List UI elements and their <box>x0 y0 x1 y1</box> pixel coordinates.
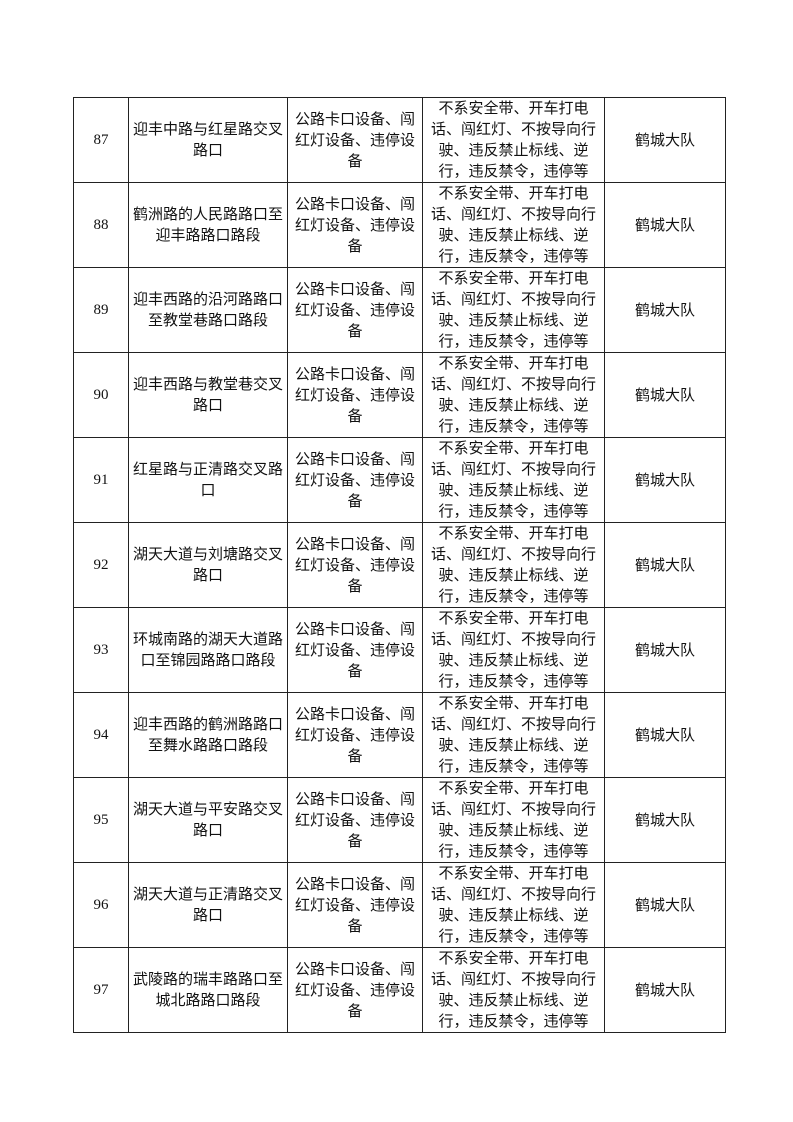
table-row: 93 环城南路的湖天大道路口至锦园路路口路段 公路卡口设备、闯红灯设备、违停设备 不系… <box>73 607 726 693</box>
equipment-cell: 公路卡口设备、闯红灯设备、违停设备 <box>287 352 423 438</box>
location-cell: 迎丰中路与红星路交叉路口 <box>128 97 288 183</box>
violations-cell: 不系安全带、开车打电话、闯红灯、不按导向行驶、违反禁止标线、逆行，违反禁令，违停… <box>422 692 605 778</box>
equipment-cell: 公路卡口设备、闯红灯设备、违停设备 <box>287 97 423 183</box>
row-number: 87 <box>73 97 129 183</box>
equipment-cell: 公路卡口设备、闯红灯设备、违停设备 <box>287 777 423 863</box>
location-cell: 湖天大道与刘塘路交叉路口 <box>128 522 288 608</box>
row-number: 89 <box>73 267 129 353</box>
table-row: 95 湖天大道与平安路交叉路口 公路卡口设备、闯红灯设备、违停设备 不系安全带、开车打… <box>73 777 726 863</box>
location-cell: 鹤洲路的人民路路口至迎丰路路口路段 <box>128 182 288 268</box>
unit-cell: 鹤城大队 <box>604 437 726 523</box>
table-row: 92 湖天大道与刘塘路交叉路口 公路卡口设备、闯红灯设备、违停设备 不系安全带、开车打… <box>73 522 726 608</box>
location-cell: 湖天大道与平安路交叉路口 <box>128 777 288 863</box>
table-row: 97 武陵路的瑞丰路路口至城北路路口路段 公路卡口设备、闯红灯设备、违停设备 不系安全… <box>73 947 726 1033</box>
enforcement-locations-table: 87 迎丰中路与红星路交叉路口 公路卡口设备、闯红灯设备、违停设备 不系安全带、开车打… <box>73 97 726 1033</box>
location-cell: 湖天大道与正清路交叉路口 <box>128 862 288 948</box>
violations-cell: 不系安全带、开车打电话、闯红灯、不按导向行驶、违反禁止标线、逆行，违反禁令，违停… <box>422 352 605 438</box>
violations-cell: 不系安全带、开车打电话、闯红灯、不按导向行驶、违反禁止标线、逆行，违反禁令，违停… <box>422 437 605 523</box>
table-row: 91 红星路与正清路交叉路口 公路卡口设备、闯红灯设备、违停设备 不系安全带、开车打电… <box>73 437 726 523</box>
unit-cell: 鹤城大队 <box>604 267 726 353</box>
location-cell: 迎丰西路的鹤洲路路口至舞水路路口路段 <box>128 692 288 778</box>
unit-cell: 鹤城大队 <box>604 947 726 1033</box>
violations-cell: 不系安全带、开车打电话、闯红灯、不按导向行驶、违反禁止标线、逆行，违反禁令，违停… <box>422 182 605 268</box>
location-cell: 环城南路的湖天大道路口至锦园路路口路段 <box>128 607 288 693</box>
unit-cell: 鹤城大队 <box>604 97 726 183</box>
unit-cell: 鹤城大队 <box>604 352 726 438</box>
unit-cell: 鹤城大队 <box>604 607 726 693</box>
table-row: 96 湖天大道与正清路交叉路口 公路卡口设备、闯红灯设备、违停设备 不系安全带、开车打… <box>73 862 726 948</box>
table-row: 89 迎丰西路的沿河路路口至教堂巷路口路段 公路卡口设备、闯红灯设备、违停设备 不系安… <box>73 267 726 353</box>
table-row: 87 迎丰中路与红星路交叉路口 公路卡口设备、闯红灯设备、违停设备 不系安全带、开车打… <box>73 97 726 183</box>
location-cell: 武陵路的瑞丰路路口至城北路路口路段 <box>128 947 288 1033</box>
violations-cell: 不系安全带、开车打电话、闯红灯、不按导向行驶、违反禁止标线、逆行，违反禁令，违停… <box>422 947 605 1033</box>
unit-cell: 鹤城大队 <box>604 777 726 863</box>
violations-cell: 不系安全带、开车打电话、闯红灯、不按导向行驶、违反禁止标线、逆行，违反禁令，违停… <box>422 97 605 183</box>
violations-cell: 不系安全带、开车打电话、闯红灯、不按导向行驶、违反禁止标线、逆行，违反禁令，违停… <box>422 777 605 863</box>
equipment-cell: 公路卡口设备、闯红灯设备、违停设备 <box>287 692 423 778</box>
equipment-cell: 公路卡口设备、闯红灯设备、违停设备 <box>287 607 423 693</box>
location-cell: 迎丰西路与教堂巷交叉路口 <box>128 352 288 438</box>
violations-cell: 不系安全带、开车打电话、闯红灯、不按导向行驶、违反禁止标线、逆行，违反禁令，违停… <box>422 862 605 948</box>
row-number: 92 <box>73 522 129 608</box>
row-number: 96 <box>73 862 129 948</box>
equipment-cell: 公路卡口设备、闯红灯设备、违停设备 <box>287 437 423 523</box>
row-number: 93 <box>73 607 129 693</box>
violations-cell: 不系安全带、开车打电话、闯红灯、不按导向行驶、违反禁止标线、逆行，违反禁令，违停… <box>422 267 605 353</box>
row-number: 88 <box>73 182 129 268</box>
table-row: 90 迎丰西路与教堂巷交叉路口 公路卡口设备、闯红灯设备、违停设备 不系安全带、开车打… <box>73 352 726 438</box>
row-number: 91 <box>73 437 129 523</box>
unit-cell: 鹤城大队 <box>604 522 726 608</box>
equipment-cell: 公路卡口设备、闯红灯设备、违停设备 <box>287 182 423 268</box>
row-number: 97 <box>73 947 129 1033</box>
location-cell: 红星路与正清路交叉路口 <box>128 437 288 523</box>
row-number: 90 <box>73 352 129 438</box>
unit-cell: 鹤城大队 <box>604 182 726 268</box>
equipment-cell: 公路卡口设备、闯红灯设备、违停设备 <box>287 862 423 948</box>
violations-cell: 不系安全带、开车打电话、闯红灯、不按导向行驶、违反禁止标线、逆行，违反禁令，违停… <box>422 522 605 608</box>
equipment-cell: 公路卡口设备、闯红灯设备、违停设备 <box>287 267 423 353</box>
equipment-cell: 公路卡口设备、闯红灯设备、违停设备 <box>287 947 423 1033</box>
table-row: 88 鹤洲路的人民路路口至迎丰路路口路段 公路卡口设备、闯红灯设备、违停设备 不系安全… <box>73 182 726 268</box>
location-cell: 迎丰西路的沿河路路口至教堂巷路口路段 <box>128 267 288 353</box>
table-row: 94 迎丰西路的鹤洲路路口至舞水路路口路段 公路卡口设备、闯红灯设备、违停设备 不系安… <box>73 692 726 778</box>
row-number: 95 <box>73 777 129 863</box>
violations-cell: 不系安全带、开车打电话、闯红灯、不按导向行驶、违反禁止标线、逆行，违反禁令，违停… <box>422 607 605 693</box>
row-number: 94 <box>73 692 129 778</box>
unit-cell: 鹤城大队 <box>604 862 726 948</box>
equipment-cell: 公路卡口设备、闯红灯设备、违停设备 <box>287 522 423 608</box>
unit-cell: 鹤城大队 <box>604 692 726 778</box>
table-body: 87 迎丰中路与红星路交叉路口 公路卡口设备、闯红灯设备、违停设备 不系安全带、开车打… <box>73 97 726 1033</box>
